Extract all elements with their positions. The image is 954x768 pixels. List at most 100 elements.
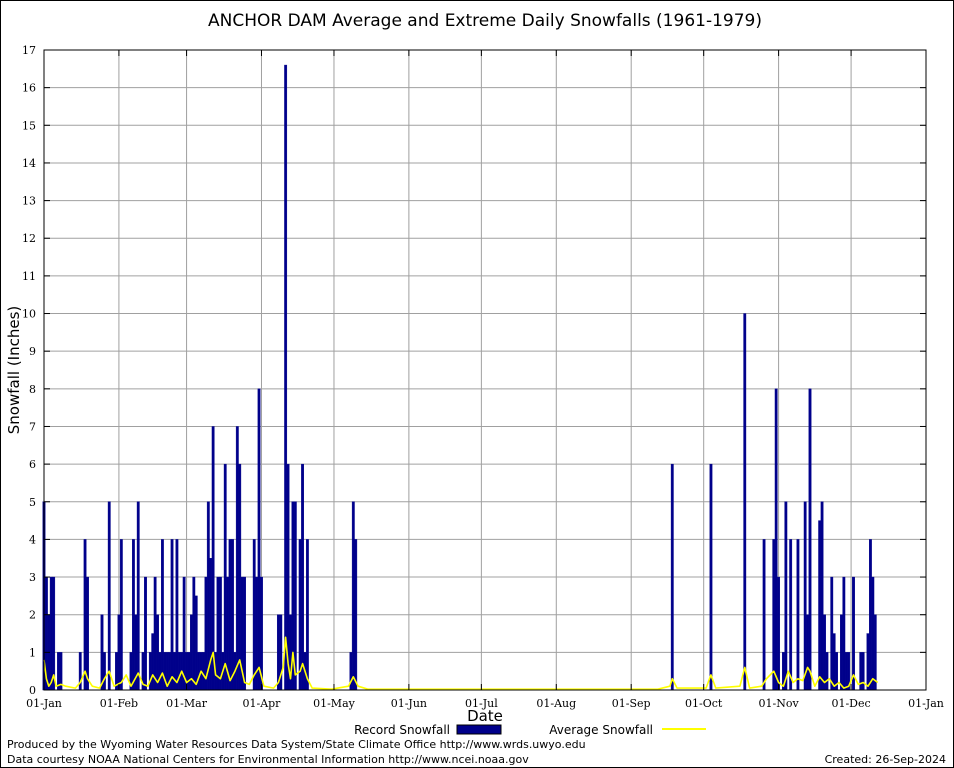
x-tick-label: 01-Mar [166,697,208,710]
legend: Record Snowfall Average Snowfall [354,723,706,737]
y-tick-label: 12 [22,232,36,245]
x-tick-label: 01-Jan [26,697,62,710]
chart-title: ANCHOR DAM Average and Extreme Daily Sno… [208,11,762,31]
record-snowfall-bar [144,576,147,691]
record-snowfall-bar [351,501,355,691]
record-snowfall-bar [228,539,232,691]
average-snowfall-line [43,636,879,691]
record-snowfall-bar [806,614,810,691]
record-snowfall-bar [840,614,843,691]
record-snowfall-bar [257,388,261,691]
y-tick-label: 11 [22,270,36,283]
record-snowfall-bar [131,539,135,691]
record-snowfall-bar [354,539,358,691]
y-tick-label: 10 [22,308,36,321]
legend-record-swatch [456,724,502,735]
record-snowfall-bar [170,539,174,691]
record-snowfall-bar [243,576,246,691]
record-snowfall-bar [284,64,288,691]
x-tick-label: 01-Apr [242,697,281,710]
footer-data-courtesy: Data courtesy NOAA National Centers for … [7,753,529,766]
x-tick-label: 01-Feb [100,697,138,710]
record-snowfall-bar [151,633,155,691]
y-tick-label: 2 [29,609,36,622]
record-snowfall-bars [42,64,877,691]
record-snowfall-bar [160,539,164,691]
record-snowfall-bar [803,501,807,691]
record-snowfall-bar [235,426,239,691]
legend-record-label: Record Snowfall [354,723,450,737]
x-tick-label: 01-Jan [908,697,944,710]
record-snowfall-bar [866,633,870,691]
record-snowfall-bar [305,539,309,691]
record-snowfall-bar [202,652,205,691]
x-tick-label: 01-May [313,697,356,710]
record-snowfall-bar [52,576,56,691]
record-snowfall-bar [844,652,848,691]
record-snowfall-bar [206,501,210,691]
record-snowfall-bar [211,426,215,691]
plot-border [43,49,927,691]
x-tick-label: 01-Sep [612,697,651,710]
record-snowfall-bar [709,463,713,691]
record-snowfall-bar [117,614,121,691]
record-snowfall-bar [192,576,196,691]
record-snowfall-bar [238,463,242,691]
record-snowfall-bar [100,614,104,691]
y-tick-label: 13 [22,195,36,208]
record-snowfall-bar [83,539,87,691]
footer-produced-by: Produced by the Wyoming Water Resources … [7,738,586,751]
average-snowfall-series-line [43,636,879,691]
y-tick-label: 9 [29,345,36,358]
y-axis-label: Snowfall (Inches) [5,306,23,434]
record-snowfall-bar [777,576,781,691]
record-snowfall-bar [852,576,855,691]
y-tick-label: 0 [29,684,36,697]
x-tick-label: 01-Dec [831,697,870,710]
record-snowfall-bar [231,539,234,691]
record-snowfall-bar [842,576,846,691]
record-snowfall-bar [209,558,213,691]
record-snowfall-bar [86,576,89,691]
record-snowfall-bar [156,614,159,691]
record-snowfall-bar [107,501,111,691]
x-tick-label: 01-Aug [536,697,576,710]
record-snowfall-bar [743,313,747,691]
y-tick-label: 17 [22,44,36,57]
record-snowfall-bar [825,652,829,691]
record-snowfall-bar [832,633,836,691]
x-tick-label: 01-Jun [391,697,427,710]
grid-lines [44,50,926,690]
record-snowfall-bar [158,652,162,691]
y-tick-label: 1 [29,646,36,659]
record-snowfall-bar [153,576,157,691]
record-snowfall-bar [871,576,875,691]
record-snowfall-bar [873,614,877,691]
record-snowfall-bar [861,652,865,691]
record-snowfall-bar [762,539,766,691]
legend-average-label: Average Snowfall [549,723,653,737]
x-axis-ticks: 01-Jan 01-Feb 01-Mar 01-Apr 01-May 01-Jun 01-J… [26,50,944,710]
record-snowfall-bar [301,463,304,691]
record-snowfall-bar [187,652,191,691]
record-snowfall-bar [218,576,222,691]
record-snowfall-bar [163,652,167,691]
record-snowfall-bar [869,539,872,691]
record-snowfall-bar [823,614,826,691]
y-tick-label: 7 [29,420,36,433]
record-snowfall-bar [119,539,123,691]
record-snowfall-bar [789,539,793,691]
y-tick-label: 5 [29,496,36,509]
record-snowfall-bar [252,539,256,691]
y-tick-label: 14 [22,157,36,170]
footer-created-date: Created: 26-Sep-2024 [824,753,946,766]
record-snowfall-bar [49,576,53,691]
x-tick-label: 01-Jul [465,697,498,710]
record-snowfall-bar [808,388,812,691]
y-tick-label: 6 [29,458,36,471]
record-snowfall-bar [796,539,800,691]
record-snowfall-bar [670,463,674,691]
record-snowfall-bar [774,388,778,691]
